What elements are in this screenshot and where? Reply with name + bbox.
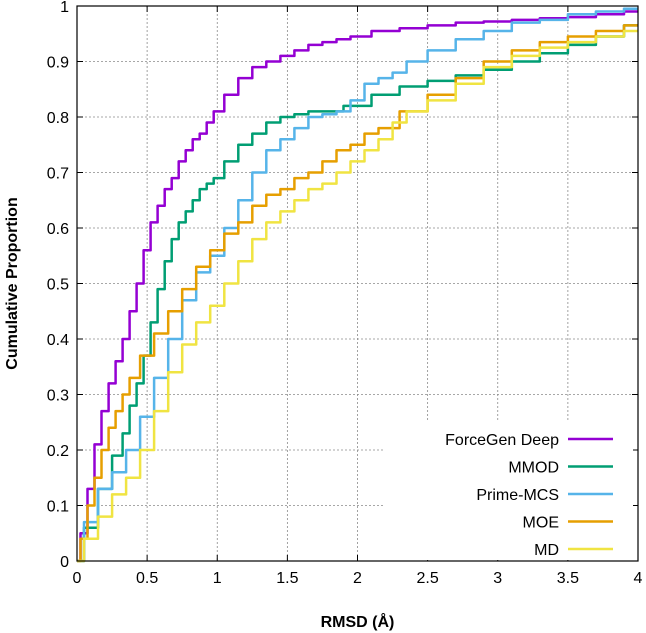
x-tick-label-3: 3 (493, 570, 502, 587)
y-tick-label-0-7: 0.7 (47, 166, 69, 183)
legend-background (385, 420, 633, 560)
y-tick-label-0-3: 0.3 (47, 388, 69, 405)
legend-label-forcegen-deep: ForceGen Deep (445, 432, 559, 449)
y-axis-ticks: 0 0.1 0.2 0.3 0.4 0.5 0.6 0.7 0.8 0.9 1 (47, 0, 638, 571)
legend-label-prime-mcs: Prime-MCS (476, 487, 559, 504)
legend-entry-prime-mcs: Prime-MCS (476, 487, 613, 504)
y-axis-label: Cumulative Proportion (4, 197, 21, 369)
legend-entry-md: MD (534, 542, 613, 559)
x-tick-label-2: 2 (353, 570, 362, 587)
legend-entry-moe: MOE (523, 515, 613, 532)
legend: ForceGen Deep MMOD Prime-MCS MOE MD (385, 420, 633, 560)
y-tick-label-0-8: 0.8 (47, 110, 69, 127)
series-line-md (77, 29, 638, 563)
y-tick-label-1: 1 (60, 0, 69, 16)
x-axis-label: RMSD (Å) (321, 612, 395, 631)
series-line-forcegen-deep (77, 10, 638, 563)
x-tick-label-4: 4 (634, 570, 643, 587)
series-line-mmod (77, 24, 638, 563)
legend-label-moe: MOE (523, 515, 559, 532)
y-tick-label-0-5: 0.5 (47, 277, 69, 294)
x-tick-label-0-5: 0.5 (136, 570, 158, 587)
x-axis-ticks: 0 0.5 1 1.5 2 2.5 3 3.5 4 (73, 6, 643, 587)
y-tick-label-0-1: 0.1 (47, 499, 69, 516)
x-tick-label-0: 0 (73, 570, 82, 587)
series-line-moe (77, 24, 638, 563)
x-tick-label-3-5: 3.5 (557, 570, 579, 587)
legend-entry-mmod: MMOD (508, 460, 613, 477)
y-tick-label-0-6: 0.6 (47, 221, 69, 238)
x-tick-label-1-5: 1.5 (276, 570, 298, 587)
grid-lines (77, 6, 638, 561)
y-tick-label-0-4: 0.4 (47, 332, 69, 349)
series-lines (77, 7, 638, 563)
x-tick-label-1: 1 (213, 570, 222, 587)
y-tick-label-0: 0 (60, 554, 69, 571)
legend-label-md: MD (534, 542, 559, 559)
y-tick-label-0-2: 0.2 (47, 443, 69, 460)
x-tick-label-2-5: 2.5 (417, 570, 439, 587)
legend-label-mmod: MMOD (508, 460, 559, 477)
y-tick-label-0-9: 0.9 (47, 55, 69, 72)
legend-entry-forcegen-deep: ForceGen Deep (445, 432, 613, 449)
